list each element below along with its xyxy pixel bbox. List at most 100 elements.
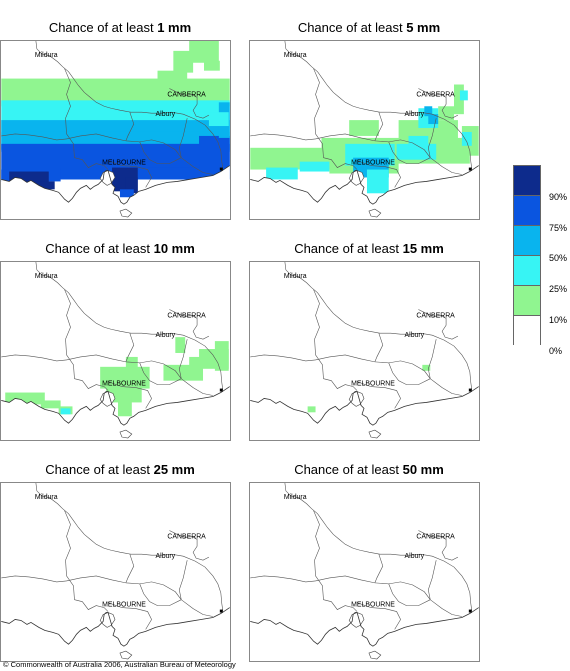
- legend-swatch-90: [513, 165, 541, 195]
- shaded-cell: [208, 112, 229, 127]
- district-border: [169, 309, 210, 340]
- place-label-albury: Albury: [156, 111, 176, 118]
- district-border: [139, 141, 182, 164]
- legend-tick-0: 0%: [549, 346, 563, 356]
- district-border: [181, 599, 213, 617]
- map-svg: Mildura CANBERRA Albury MELBOURNE: [1, 262, 230, 440]
- legend-tick-50: 50%: [549, 253, 568, 263]
- district-border: [178, 118, 188, 158]
- island: [119, 650, 133, 660]
- map-15mm: Mildura CANBERRA Albury MELBOURNE: [249, 261, 480, 441]
- title-amount: 15 mm: [402, 241, 444, 256]
- town-marker: [219, 609, 223, 613]
- district-border: [35, 41, 224, 169]
- district-border: [74, 378, 109, 391]
- map-25mm: Mildura CANBERRA Albury MELBOURNE: [0, 482, 231, 662]
- island: [368, 650, 382, 660]
- district-border: [250, 133, 316, 141]
- district-border: [430, 378, 462, 396]
- shaded-cell: [60, 408, 71, 415]
- shaded-cell: [266, 167, 298, 180]
- sea: [1, 386, 230, 440]
- place-label-melbourne: MELBOURNE: [102, 602, 146, 609]
- rainfall-shading: [307, 364, 431, 413]
- sea: [250, 165, 479, 219]
- place-label-mildura: Mildura: [35, 494, 58, 501]
- map-1mm: Mildura CANBERRA Albury MELBOURNE: [0, 40, 231, 220]
- district-border: [356, 160, 401, 188]
- district-border: [125, 112, 135, 141]
- town-marker: [219, 388, 223, 392]
- title-amount: 25 mm: [153, 462, 195, 477]
- map-svg: Mildura CANBERRA Albury MELBOURNE: [250, 262, 479, 440]
- shaded-cell: [408, 135, 429, 150]
- shaded-cell: [5, 392, 45, 405]
- district-border: [125, 333, 135, 362]
- shaded-cell: [453, 84, 464, 115]
- shaded-cell: [428, 114, 439, 125]
- district-border: [374, 112, 384, 141]
- panel-title-50mm: Chance of at least 50 mm: [249, 462, 489, 477]
- shaded-cell: [366, 169, 389, 194]
- place-label-albury: Albury: [405, 332, 425, 339]
- shaded-cell: [299, 161, 330, 172]
- district-border: [107, 160, 152, 188]
- district-border: [35, 262, 224, 390]
- map-svg: Mildura CANBERRA Albury MELBOURNE: [1, 41, 230, 219]
- rainfall-shading: [5, 337, 229, 417]
- district-border: [1, 354, 67, 362]
- district-border: [284, 483, 473, 611]
- district-border: [427, 560, 437, 600]
- map-svg: Mildura CANBERRA Albury MELBOURNE: [250, 41, 479, 219]
- coastline: [250, 607, 479, 647]
- legend-tick-75: 75%: [549, 223, 568, 233]
- district-border: [66, 133, 182, 158]
- district-border: [315, 354, 431, 379]
- district-border: [374, 554, 384, 583]
- place-label-melbourne: MELBOURNE: [351, 160, 395, 167]
- district-border: [74, 157, 109, 170]
- shaded-cell: [117, 396, 132, 417]
- copyright-notice: © Commonwealth of Australia 2006, Austra…: [3, 660, 236, 669]
- title-prefix: Chance of at least: [48, 20, 158, 35]
- district-border: [356, 381, 401, 409]
- map-10mm: Mildura CANBERRA Albury MELBOURNE: [0, 261, 231, 441]
- district-border: [388, 583, 431, 606]
- district-border: [323, 378, 358, 391]
- district-border: [250, 354, 316, 362]
- district-border: [323, 157, 358, 170]
- district-border: [418, 530, 459, 561]
- place-label-mildura: Mildura: [35, 273, 58, 280]
- district-border: [430, 599, 462, 617]
- rainfall-shading: [1, 41, 230, 198]
- shaded-cell: [119, 189, 134, 198]
- town-marker: [468, 609, 472, 613]
- title-amount: 5 mm: [406, 20, 441, 35]
- place-label-mildura: Mildura: [284, 52, 307, 59]
- shaded-cell: [157, 70, 188, 91]
- legend-swatch-75: [513, 195, 541, 225]
- place-label-canberra: CANBERRA: [416, 312, 455, 319]
- shaded-cell: [422, 364, 431, 371]
- place-label-mildura: Mildura: [284, 273, 307, 280]
- district-border: [169, 88, 210, 119]
- shaded-cell: [204, 60, 220, 71]
- sea: [250, 386, 479, 440]
- district-border: [181, 378, 213, 396]
- coastline: [1, 607, 230, 647]
- place-label-albury: Albury: [405, 553, 425, 560]
- district-border: [323, 599, 358, 612]
- legend-tick-10: 10%: [549, 315, 568, 325]
- district-border: [64, 68, 75, 158]
- district-border: [125, 554, 135, 583]
- shaded-cell: [349, 120, 379, 136]
- panel-title-15mm: Chance of at least 15 mm: [249, 241, 489, 256]
- coastline: [250, 165, 479, 205]
- town-marker: [219, 167, 223, 171]
- title-prefix: Chance of at least: [45, 241, 154, 256]
- district-border: [181, 157, 213, 175]
- title-amount: 1 mm: [157, 20, 192, 35]
- shaded-cell: [424, 106, 433, 117]
- district-border: [315, 133, 431, 158]
- coastline: [1, 386, 230, 426]
